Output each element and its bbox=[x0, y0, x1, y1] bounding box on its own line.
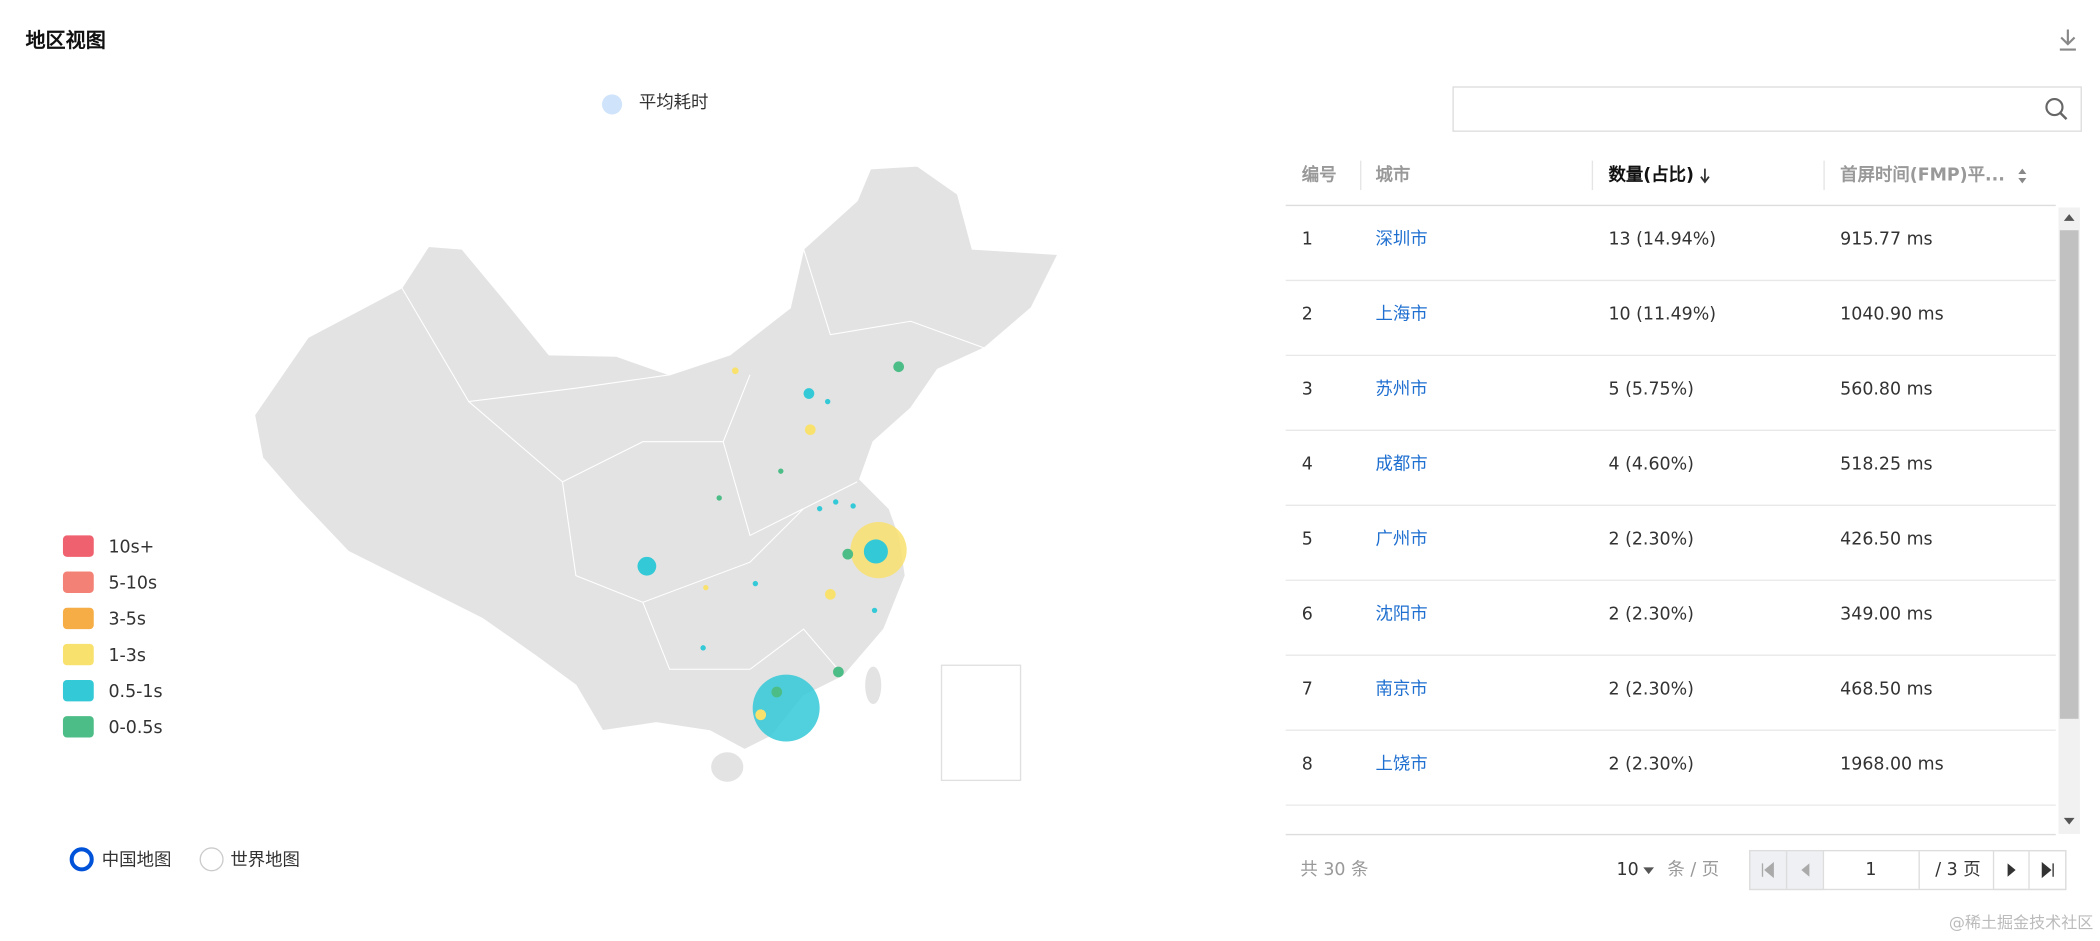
column-header[interactable]: 首屏时间(FMP)平... bbox=[1840, 164, 2005, 185]
city-link[interactable]: 深圳市 bbox=[1375, 230, 1427, 250]
bin-label: 1-3s bbox=[108, 646, 145, 666]
search-box[interactable] bbox=[1452, 86, 2082, 132]
bin-swatch bbox=[62, 643, 94, 666]
table-cell: 1040.90 ms bbox=[1840, 305, 1943, 325]
bin-label: 0.5-1s bbox=[108, 682, 162, 702]
bin-label: 10s+ bbox=[108, 537, 154, 557]
table-cell: 560.80 ms bbox=[1840, 380, 1932, 400]
table-cell: 1 bbox=[1302, 230, 1313, 250]
city-link[interactable]: 成都市 bbox=[1375, 454, 1427, 474]
table-cell: 8 bbox=[1302, 754, 1313, 774]
table-cell: 426.50 ms bbox=[1840, 529, 1932, 549]
page-size-select[interactable]: 10 bbox=[1617, 860, 1655, 880]
bin-swatch bbox=[62, 716, 94, 738]
table-cell: 349.00 ms bbox=[1840, 604, 1932, 624]
column-header: 城市 bbox=[1375, 164, 1410, 185]
table-cell: 13 (14.94%) bbox=[1608, 230, 1716, 250]
table-cell: 2 (2.30%) bbox=[1608, 679, 1693, 699]
map-switch-world[interactable]: 世界地图 bbox=[199, 847, 300, 872]
page-input[interactable]: 1 bbox=[1865, 860, 1876, 880]
bin-swatch bbox=[62, 535, 94, 557]
table-cell: 6 bbox=[1302, 604, 1313, 624]
table-cell: 4 (4.60%) bbox=[1608, 454, 1693, 474]
table-cell: 5 bbox=[1302, 529, 1313, 549]
table-cell: 2 (2.30%) bbox=[1608, 754, 1693, 774]
map-switch-china[interactable]: 中国地图 bbox=[69, 847, 172, 872]
page-size: 10 bbox=[1617, 860, 1639, 880]
column-header[interactable]: 数量(占比) bbox=[1608, 164, 1693, 185]
download-button[interactable] bbox=[2059, 29, 2076, 51]
city-link[interactable]: 苏州市 bbox=[1375, 380, 1427, 400]
table-cell: 7 bbox=[1302, 679, 1313, 699]
bin-label: 3-5s bbox=[108, 610, 145, 630]
city-link[interactable]: 上饶市 bbox=[1375, 754, 1427, 774]
table-cell: 3 bbox=[1302, 380, 1313, 400]
series-legend-marker bbox=[602, 94, 623, 115]
watermark: @稀土掘金技术社区 bbox=[1949, 913, 2093, 932]
bin-label: 0-0.5s bbox=[108, 718, 162, 738]
city-link[interactable]: 广州市 bbox=[1375, 529, 1427, 549]
bin-swatch bbox=[62, 571, 94, 593]
table-cell: 2 (2.30%) bbox=[1608, 529, 1693, 549]
city-link[interactable]: 沈阳市 bbox=[1375, 604, 1427, 624]
page-count: / 3 页 bbox=[1935, 860, 1980, 880]
scrollbar-thumb[interactable] bbox=[2059, 230, 2079, 719]
city-link[interactable]: 上海市 bbox=[1375, 305, 1427, 325]
bin-label: 5-10s bbox=[108, 574, 157, 594]
table-cell: 468.50 ms bbox=[1840, 679, 1932, 699]
page-size-unit: 条 / 页 bbox=[1667, 860, 1719, 880]
table-cell: 2 (2.30%) bbox=[1608, 604, 1693, 624]
city-link[interactable]: 南京市 bbox=[1375, 679, 1427, 699]
table-cell: 915.77 ms bbox=[1840, 230, 1932, 250]
panel-title: 地区视图 bbox=[25, 28, 105, 52]
table-cell: 1968.00 ms bbox=[1840, 754, 1943, 774]
radio-label: 中国地图 bbox=[102, 851, 172, 871]
pager bbox=[1749, 849, 2067, 891]
bin-swatch bbox=[62, 679, 94, 702]
radio-label: 世界地图 bbox=[230, 851, 300, 871]
bin-swatch bbox=[62, 607, 94, 630]
table-cell: 4 bbox=[1302, 454, 1313, 474]
table-cell: 5 (5.75%) bbox=[1608, 380, 1693, 400]
total-count: 共 30 条 bbox=[1300, 860, 1368, 880]
china-map bbox=[253, 165, 1060, 782]
series-legend-label: 平均耗时 bbox=[639, 93, 709, 113]
table-cell: 2 bbox=[1302, 305, 1313, 325]
column-header: 编号 bbox=[1302, 164, 1337, 185]
table-cell: 10 (11.49%) bbox=[1608, 305, 1716, 325]
table-cell: 518.25 ms bbox=[1840, 454, 1932, 474]
